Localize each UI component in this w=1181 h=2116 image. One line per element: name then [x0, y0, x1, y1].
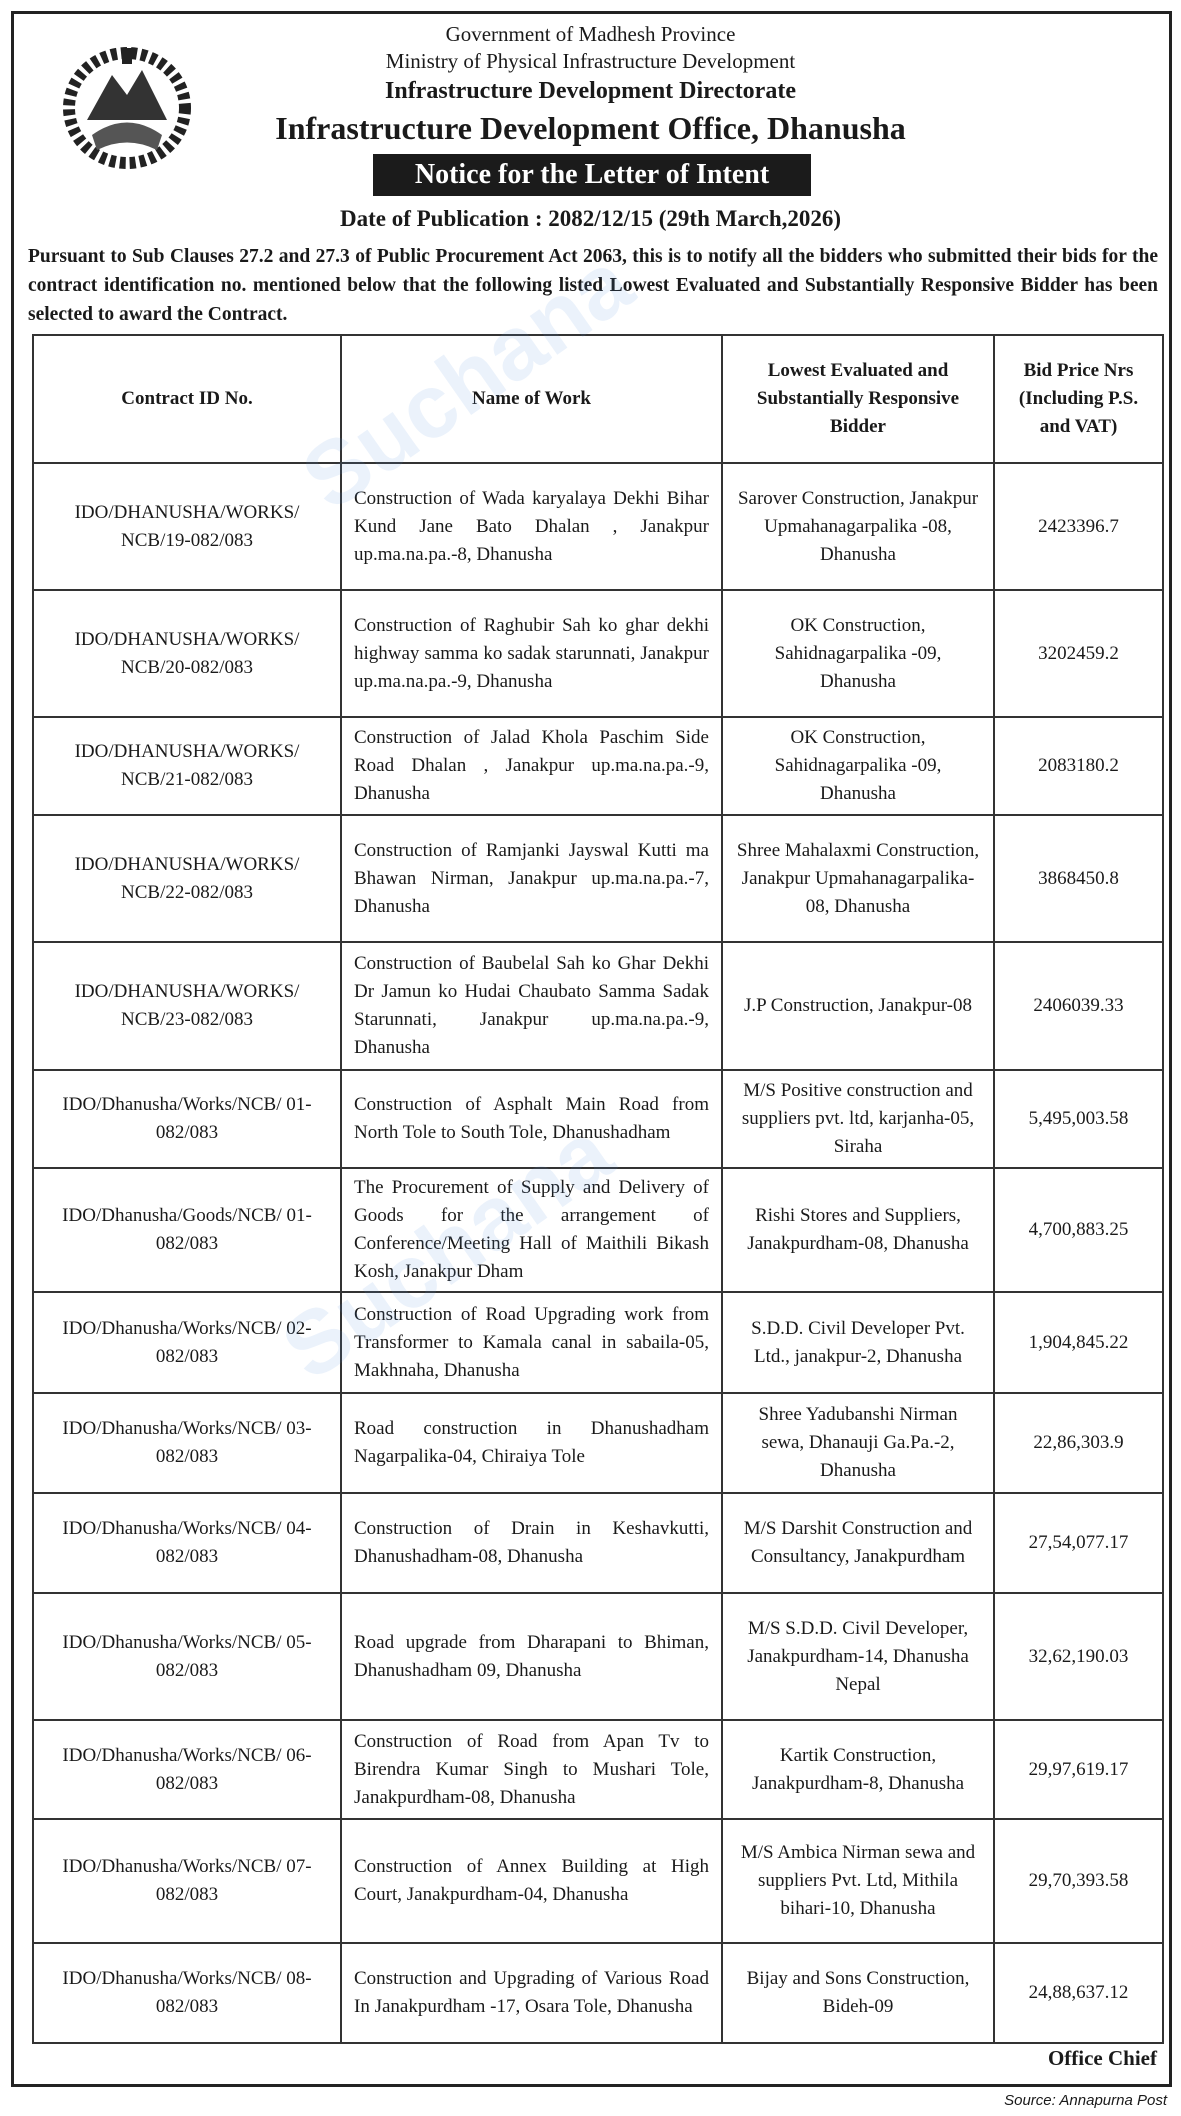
work-name-cell: Construction of Wada karyalaya Dekhi Bih… [340, 462, 723, 591]
work-name-cell: The Procurement of Supply and Delivery o… [340, 1167, 723, 1293]
source-credit: Source: Annapurna Post [1004, 2092, 1167, 2109]
ministry-line: Ministry of Physical Infrastructure Deve… [385, 49, 796, 73]
table-header-row: Contract ID No. Name of Work Lowest Eval… [32, 334, 1164, 464]
table-row: IDO/Dhanusha/Goods/NCB/ 01-082/083 The Pr… [32, 1167, 1164, 1293]
notice-title: Notice for the Letter of Intent [373, 154, 811, 196]
work-name-cell: Road construction in Dhanushadham Nagarp… [340, 1392, 723, 1494]
work-name-cell: Construction of Asphalt Main Road from N… [340, 1069, 723, 1169]
header-bid-price: Bid Price Nrs (Including P.S. and VAT) [993, 334, 1164, 464]
work-name-cell: Construction of Road Upgrading work from… [340, 1291, 723, 1394]
table-row: IDO/Dhanusha/Works/NCB/ 02-082/083 Constr… [32, 1291, 1164, 1394]
bid-price-cell: 2406039.33 [993, 941, 1164, 1071]
table-row: IDO/DHANUSHA/WORKS/ NCB/23-082/083 Constr… [32, 941, 1164, 1071]
contract-id-cell: IDO/DHANUSHA/WORKS/ NCB/23-082/083 [32, 941, 342, 1071]
directorate-line: Infrastructure Development Directorate [385, 78, 796, 104]
table-row: IDO/Dhanusha/Works/NCB/ 01-082/083 Constr… [32, 1069, 1164, 1169]
contract-id-cell: IDO/Dhanusha/Works/NCB/ 08-082/083 [32, 1942, 342, 2044]
table-row: IDO/Dhanusha/Works/NCB/ 03-082/083 Road c… [32, 1392, 1164, 1494]
bidder-cell: Bijay and Sons Construction, Bideh-09 [721, 1942, 995, 2044]
table-row: IDO/DHANUSHA/WORKS/ NCB/20-082/083 Constr… [32, 589, 1164, 718]
contract-id-cell: IDO/Dhanusha/Works/NCB/ 02-082/083 [32, 1291, 342, 1394]
bid-price-cell: 29,97,619.17 [993, 1719, 1164, 1820]
bidder-cell: OK Construction, Sahidnagarpalika -09, D… [721, 589, 995, 718]
intro-paragraph: Pursuant to Sub Clauses 27.2 and 27.3 of… [28, 246, 1158, 325]
table-row: IDO/DHANUSHA/WORKS/ NCB/22-082/083 Constr… [32, 814, 1164, 943]
contract-id-cell: IDO/Dhanusha/Works/NCB/ 06-082/083 [32, 1719, 342, 1820]
bidder-cell: Kartik Construction, Janakpurdham-8, Dha… [721, 1719, 995, 1820]
contract-id-cell: IDO/Dhanusha/Works/NCB/ 07-082/083 [32, 1818, 342, 1944]
contract-id-cell: IDO/Dhanusha/Works/NCB/ 04-082/083 [32, 1492, 342, 1594]
contract-id-cell: IDO/Dhanusha/Works/NCB/ 03-082/083 [32, 1392, 342, 1494]
bidder-cell: M/S Ambica Nirman sewa and suppliers Pvt… [721, 1818, 995, 1944]
bid-price-cell: 32,62,190.03 [993, 1592, 1164, 1721]
contract-id-cell: IDO/Dhanusha/Works/NCB/ 05-082/083 [32, 1592, 342, 1721]
bid-price-cell: 22,86,303.9 [993, 1392, 1164, 1494]
bidder-cell: Shree Mahalaxmi Construction, Janakpur U… [721, 814, 995, 943]
work-name-cell: Construction of Annex Building at High C… [340, 1818, 723, 1944]
bidder-cell: Shree Yadubanshi Nirman sewa, Dhanauji G… [721, 1392, 995, 1494]
work-name-cell: Construction of Road from Apan Tv to Bir… [340, 1719, 723, 1820]
work-name-cell: Construction of Raghubir Sah ko ghar dek… [340, 589, 723, 718]
work-name-cell: Construction of Jalad Khola Paschim Side… [340, 716, 723, 816]
bidder-cell: M/S Positive construction and suppliers … [721, 1069, 995, 1169]
work-name-cell: Construction and Upgrading of Various Ro… [340, 1942, 723, 2044]
notice-frame [11, 11, 1172, 2087]
table-row: IDO/DHANUSHA/WORKS/ NCB/19-082/083 Constr… [32, 462, 1164, 591]
government-line: Government of Madhesh Province [445, 22, 736, 46]
bid-price-cell: 3868450.8 [993, 814, 1164, 943]
header-contract-id: Contract ID No. [32, 334, 342, 464]
contract-id-cell: IDO/DHANUSHA/WORKS/ NCB/19-082/083 [32, 462, 342, 591]
bid-price-cell: 1,904,845.22 [993, 1291, 1164, 1394]
bidder-cell: J.P Construction, Janakpur-08 [721, 941, 995, 1071]
bid-price-cell: 2423396.7 [993, 462, 1164, 591]
bidder-cell: OK Construction, Sahidnagarpalika -09, D… [721, 716, 995, 816]
table-row: IDO/Dhanusha/Works/NCB/ 08-082/083 Constr… [32, 1942, 1164, 2044]
table-row: IDO/Dhanusha/Works/NCB/ 05-082/083 Road u… [32, 1592, 1164, 1721]
publication-date: Date of Publication : 2082/12/15 (29th M… [339, 206, 842, 231]
bidder-cell: Rishi Stores and Suppliers, Janakpurdham… [721, 1167, 995, 1293]
contract-id-cell: IDO/DHANUSHA/WORKS/ NCB/21-082/083 [32, 716, 342, 816]
bid-price-cell: 24,88,637.12 [993, 1942, 1164, 2044]
contract-id-cell: IDO/Dhanusha/Goods/NCB/ 01-082/083 [32, 1167, 342, 1293]
bidder-cell: M/S Darshit Construction and Consultancy… [721, 1492, 995, 1594]
work-name-cell: Road upgrade from Dharapani to Bhiman, D… [340, 1592, 723, 1721]
contract-id-cell: IDO/DHANUSHA/WORKS/ NCB/20-082/083 [32, 589, 342, 718]
header-name-of-work: Name of Work [340, 334, 723, 464]
work-name-cell: Construction of Drain in Keshavkutti, Dh… [340, 1492, 723, 1594]
bid-price-cell: 3202459.2 [993, 589, 1164, 718]
bid-price-cell: 4,700,883.25 [993, 1167, 1164, 1293]
bid-price-cell: 29,70,393.58 [993, 1818, 1164, 1944]
bid-price-cell: 2083180.2 [993, 716, 1164, 816]
work-name-cell: Construction of Ramjanki Jayswal Kutti m… [340, 814, 723, 943]
bidder-cell: Sarover Construction, Janakpur Upmahanag… [721, 462, 995, 591]
bidder-cell: S.D.D. Civil Developer Pvt. Ltd., janakp… [721, 1291, 995, 1394]
nepal-emblem-icon [52, 40, 202, 170]
contract-id-cell: IDO/Dhanusha/Works/NCB/ 01-082/083 [32, 1069, 342, 1169]
bidder-cell: M/S S.D.D. Civil Developer, Janakpurdham… [721, 1592, 995, 1721]
bid-price-cell: 27,54,077.17 [993, 1492, 1164, 1594]
bid-price-cell: 5,495,003.58 [993, 1069, 1164, 1169]
work-name-cell: Construction of Baubelal Sah ko Ghar Dek… [340, 941, 723, 1071]
table-row: IDO/Dhanusha/Works/NCB/ 04-082/083 Constr… [32, 1492, 1164, 1594]
table-row: IDO/Dhanusha/Works/NCB/ 06-082/083 Constr… [32, 1719, 1164, 1820]
office-title: Infrastructure Development Office, Dhanu… [275, 110, 906, 146]
contracts-table: Contract ID No. Name of Work Lowest Eval… [32, 334, 1164, 2044]
office-chief-signature: Office Chief [1047, 2046, 1157, 2070]
table-row: IDO/Dhanusha/Works/NCB/ 07-082/083 Constr… [32, 1818, 1164, 1944]
contract-id-cell: IDO/DHANUSHA/WORKS/ NCB/22-082/083 [32, 814, 342, 943]
table-row: IDO/DHANUSHA/WORKS/ NCB/21-082/083 Constr… [32, 716, 1164, 816]
header-bidder: Lowest Evaluated and Substantially Respo… [721, 334, 995, 464]
